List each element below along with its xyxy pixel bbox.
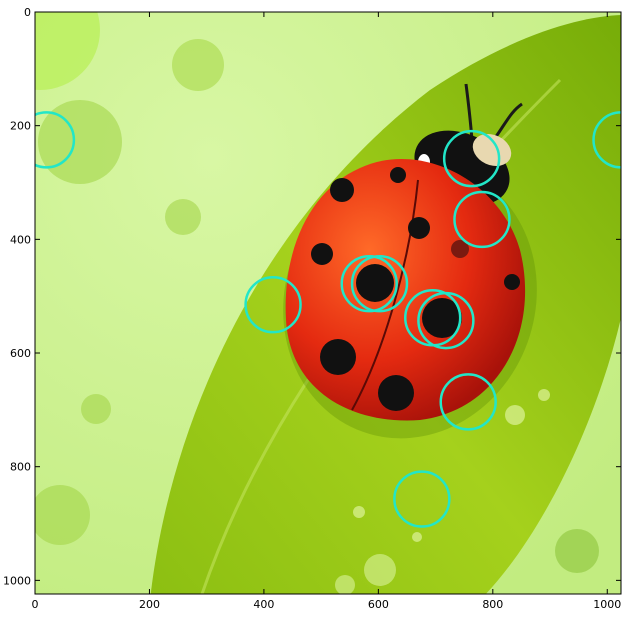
marker-layer <box>35 111 621 528</box>
ladybug-photo <box>35 12 621 594</box>
scatter-point-8 <box>439 373 497 431</box>
scatter-point-3 <box>244 275 302 334</box>
x-tick-label-0: 0 <box>32 598 39 611</box>
y-tick-label-4: 800 <box>10 461 31 474</box>
x-tick-label-3: 600 <box>368 598 389 611</box>
y-tick-label-5: 1000 <box>3 574 31 587</box>
scatter-point-0 <box>35 111 76 169</box>
scatter-point-10 <box>592 111 621 169</box>
scatter-point-5 <box>350 254 409 313</box>
y-tick-label-1: 200 <box>10 120 31 133</box>
x-tick-label-2: 400 <box>253 598 274 611</box>
x-tick-label-4: 800 <box>482 598 503 611</box>
scatter-point-4 <box>340 254 398 313</box>
x-tick-label-5: 1000 <box>593 598 621 611</box>
x-tick-label-1: 200 <box>139 598 160 611</box>
y-tick-label-0: 0 <box>24 6 31 19</box>
scatter-point-9 <box>393 470 451 528</box>
y-tick-label-3: 600 <box>10 347 31 360</box>
scatter-point-1 <box>442 129 501 188</box>
scatter-point-2 <box>453 190 511 249</box>
axes-frame <box>34 11 622 595</box>
scatter-point-7 <box>417 291 475 350</box>
y-tick-label-2: 400 <box>10 233 31 246</box>
